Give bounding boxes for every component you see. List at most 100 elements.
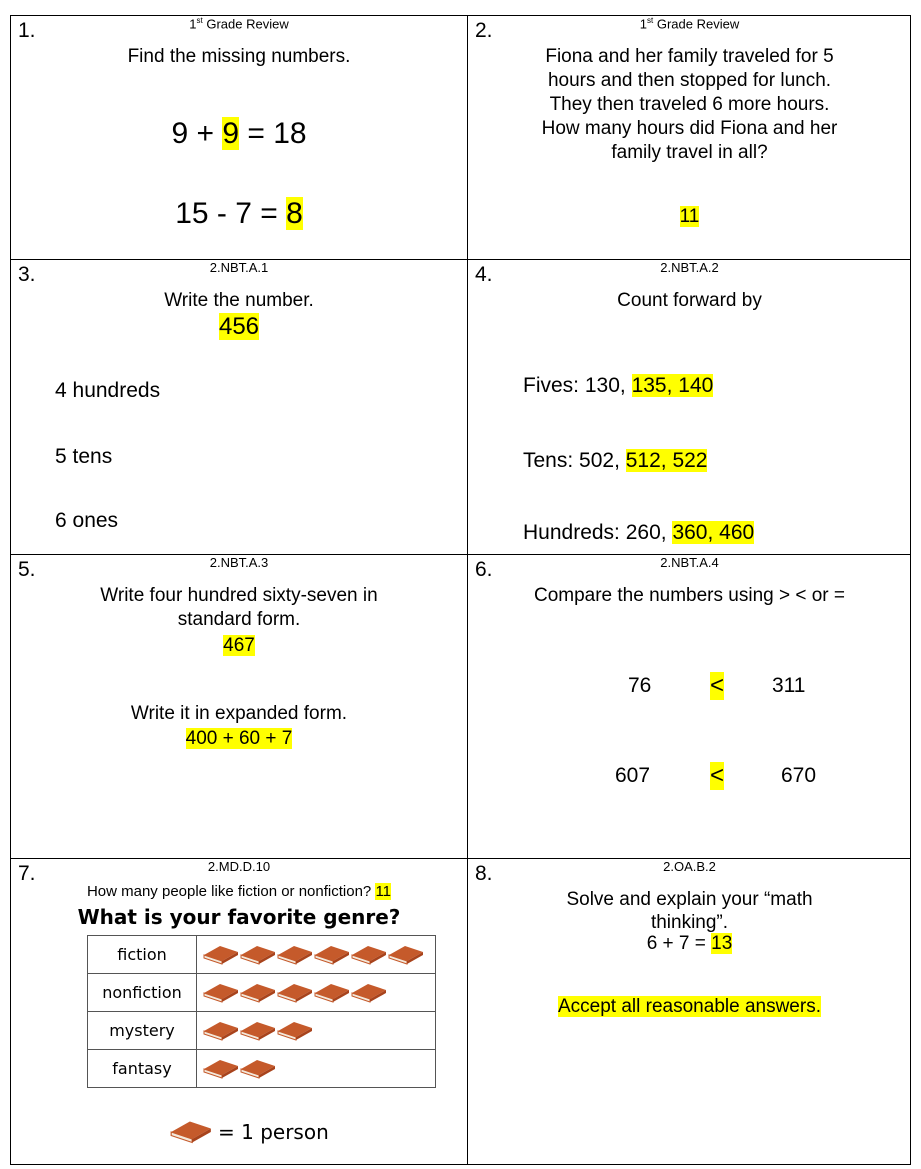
count-tens: Tens: 502, 512, 522 (523, 449, 708, 472)
place-value-hundreds: 4 hundreds (55, 379, 161, 402)
problem-number: 4. (475, 263, 493, 286)
prompt: Find the missing numbers. (127, 46, 351, 67)
standard-label: 2.NBT.A.4 (660, 555, 719, 570)
prompt: How many people like fiction or nonficti… (86, 883, 392, 900)
book-icon (203, 1059, 238, 1079)
pictograph-row: mystery (87, 1011, 436, 1050)
problem-7: 7. 2.MD.D.10 How many people like fictio… (10, 858, 468, 1165)
standard-label: 2.MD.D.10 (207, 859, 271, 874)
answer-line-expanded: 400 + 60 + 7 (10, 727, 468, 750)
book-icon (170, 1121, 211, 1144)
book-icon (314, 983, 349, 1003)
answer: Accept all reasonable answers. (558, 996, 821, 1017)
place-value-tens: 5 tens (55, 445, 113, 468)
problem-2: 2. 1st Grade Review Fiona and her family… (468, 15, 911, 259)
problem-number: 5. (18, 558, 36, 581)
pictograph-row: fantasy (87, 1049, 436, 1088)
place-value-ones: 6 ones (55, 509, 119, 532)
note: Accept all reasonable answers. (468, 995, 911, 1018)
prompt: Compare the numbers using > < or = (533, 585, 846, 606)
category-label: fiction (87, 935, 197, 974)
answer: < (710, 762, 725, 790)
answer: 13 (711, 933, 733, 954)
category-icons (196, 1011, 436, 1050)
book-icon (240, 1059, 275, 1079)
comparison-row: 607 < 670 (615, 762, 817, 790)
prompt: Write four hundred sixty-seven in standa… (100, 585, 378, 630)
problem-number: 7. (18, 862, 36, 885)
standard-label: 2.NBT.A.3 (209, 555, 269, 570)
problem-number: 8. (475, 862, 493, 885)
standard-label: 1st Grade Review (189, 16, 289, 32)
standard-label: 2.NBT.A.1 (209, 260, 269, 275)
answer: 467 (223, 635, 255, 656)
answer: 9 (222, 117, 239, 150)
answer-line: 11 (468, 205, 911, 228)
prompt: Solve and explain your “math thinking”. (566, 889, 813, 933)
book-icon (240, 983, 275, 1003)
grid-divider-vertical (467, 15, 468, 1165)
problem-1: 1. 1st Grade Review Find the missing num… (10, 15, 468, 259)
book-icon (314, 945, 349, 965)
key-icon (170, 1119, 213, 1145)
count-hundreds: Hundreds: 260, 360, 460 (523, 521, 755, 544)
category-label: fantasy (87, 1049, 197, 1088)
standard-label: 2.NBT.A.2 (660, 260, 719, 275)
problem-4: 4. 2.NBT.A.2 Count forward by Fives: 130… (468, 259, 911, 554)
book-icon (351, 945, 386, 965)
category-label: nonfiction (87, 973, 197, 1012)
grid-divider-3 (10, 858, 911, 859)
word-problem: Fiona and her family traveled for 5 hour… (541, 46, 838, 163)
category-icons (196, 1049, 436, 1088)
answer: 400 + 60 + 7 (185, 728, 293, 749)
category-icons (196, 935, 436, 974)
answer: 456 (218, 313, 260, 340)
book-icon (240, 945, 275, 965)
problem-3: 3. 2.NBT.A.1 Write the number. 456 4 hun… (10, 259, 468, 554)
answer: 11 (375, 883, 392, 900)
grid-divider-1 (10, 259, 911, 260)
prompt: Count forward by (617, 290, 762, 311)
book-icon (203, 983, 238, 1003)
category-label: mystery (87, 1011, 197, 1050)
standard-label: 2.OA.B.2 (663, 859, 716, 874)
answer: < (710, 672, 725, 700)
problem-number: 3. (18, 263, 36, 286)
key-text: = 1 person (218, 1120, 329, 1144)
book-icon (277, 1021, 312, 1041)
answer-line: 456 (10, 313, 468, 341)
pictograph: What is your favorite genre? fiction nonf… (10, 902, 468, 1157)
book-icon (277, 945, 312, 965)
problem-number: 6. (475, 558, 493, 581)
pictograph-row: fiction (87, 935, 436, 974)
problem-6: 6. 2.NBT.A.4 Compare the numbers using >… (468, 554, 911, 858)
answer: 512, 522 (625, 449, 708, 472)
book-icon (388, 945, 423, 965)
problem-number: 1. (18, 19, 36, 42)
book-icon (277, 983, 312, 1003)
problem-8: 8. 2.OA.B.2 Solve and explain your “math… (468, 858, 911, 1165)
answer-line-standard: 467 (10, 634, 468, 657)
equation: 6 + 7 = 13 (646, 933, 733, 954)
book-icon (351, 983, 386, 1003)
problem-5: 5. 2.NBT.A.3 Write four hundred sixty-se… (10, 554, 468, 858)
answer: 360, 460 (672, 521, 755, 544)
book-icon (203, 945, 238, 965)
pictograph-title: What is your favorite genre? (77, 905, 401, 929)
book-icon (203, 1021, 238, 1041)
pictograph-row: nonfiction (87, 973, 436, 1012)
equation-1: 9 + 9 = 18 (171, 117, 307, 150)
pictograph-table: fiction nonfiction mystery fantasy (87, 935, 436, 1088)
grid-divider-2 (10, 554, 911, 555)
count-fives: Fives: 130, 135, 140 (523, 374, 714, 397)
prompt: Write the number. (164, 290, 314, 311)
answer: 8 (286, 197, 303, 230)
category-icons (196, 973, 436, 1012)
book-icon (240, 1021, 275, 1041)
worksheet-grid (10, 15, 911, 1165)
equation-2: 15 - 7 = 8 (175, 197, 303, 230)
answer: 11 (679, 206, 700, 227)
answer: 135, 140 (631, 374, 714, 397)
standard-label: 1st Grade Review (639, 16, 740, 32)
comparison-row: 76 < 311 (628, 672, 806, 700)
